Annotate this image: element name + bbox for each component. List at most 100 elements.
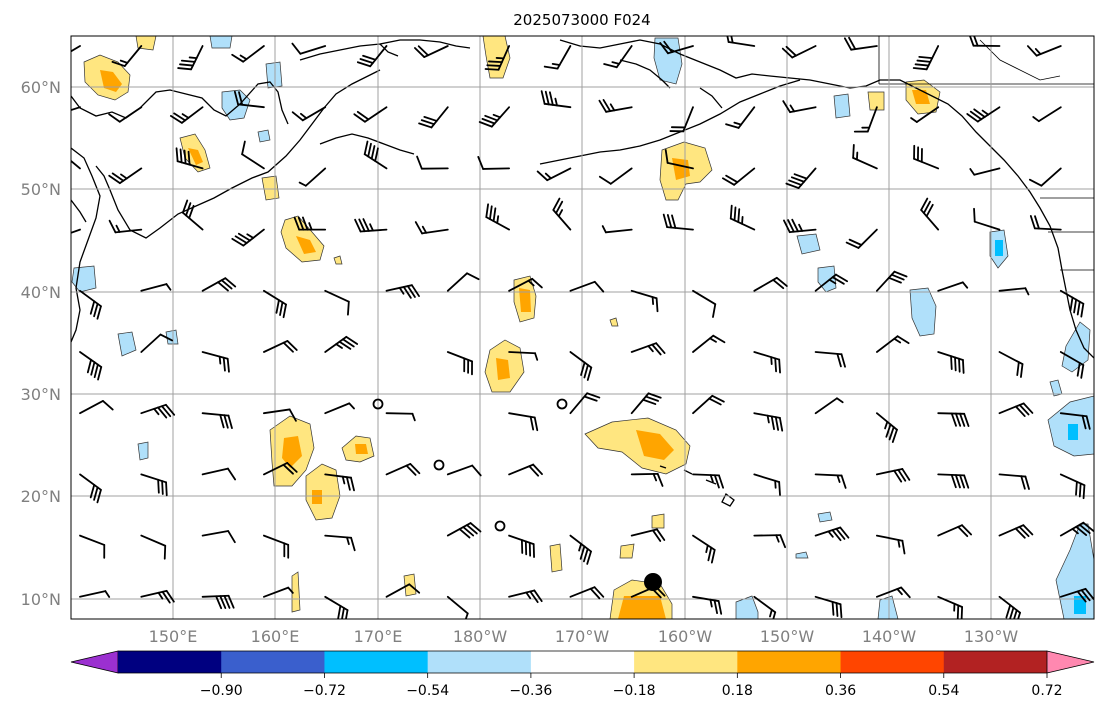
wind-barb bbox=[753, 534, 787, 549]
wind-barb bbox=[782, 100, 817, 114]
lon-label: 160°E bbox=[251, 627, 300, 646]
wind-barb bbox=[485, 203, 511, 231]
lon-label: 130°W bbox=[964, 627, 1019, 646]
wind-barb bbox=[324, 289, 350, 316]
lat-label: 60°N bbox=[21, 78, 61, 97]
wind-barb bbox=[508, 351, 539, 361]
wind-barb bbox=[1026, 45, 1062, 57]
wind-barb bbox=[729, 204, 756, 231]
wind-barb bbox=[446, 351, 473, 376]
wind-barb bbox=[569, 280, 605, 293]
wind-barb bbox=[262, 534, 290, 559]
colorbar-tick-label: 0.18 bbox=[722, 683, 753, 699]
wind-barb bbox=[484, 45, 511, 71]
lon-label: 150°E bbox=[149, 627, 198, 646]
wind-barb bbox=[140, 283, 172, 292]
wind-barb bbox=[973, 207, 1001, 231]
calm-circle bbox=[372, 398, 384, 410]
wind-barb bbox=[414, 221, 449, 235]
wind-barb bbox=[231, 228, 265, 247]
wind-barb bbox=[630, 342, 666, 356]
lon-label: 170°W bbox=[555, 627, 610, 646]
wind-barb bbox=[920, 197, 940, 231]
wind-barb bbox=[692, 473, 725, 489]
wind-barb bbox=[508, 463, 543, 477]
latitude-labels: 60°N 50°N 40°N 30°N 20°N 10°N bbox=[21, 78, 61, 609]
wind-barb bbox=[262, 462, 298, 476]
colorbar-segment bbox=[634, 651, 738, 673]
colorbar-tick-label: 0.36 bbox=[825, 683, 856, 699]
wind-barb bbox=[416, 155, 449, 170]
calm-wind-circles bbox=[372, 398, 568, 532]
wind-barb bbox=[262, 289, 287, 319]
wind-barb bbox=[692, 289, 717, 318]
wind-barb bbox=[814, 595, 843, 619]
wind-barb bbox=[291, 106, 327, 122]
wind-barb bbox=[998, 351, 1024, 378]
lon-label: 140°W bbox=[862, 627, 917, 646]
wind-barb bbox=[324, 402, 355, 415]
colorbar-segment bbox=[737, 651, 842, 673]
wind-barb bbox=[478, 106, 511, 128]
colorbar-segment bbox=[221, 651, 325, 673]
wind-barb bbox=[853, 106, 878, 133]
wind-barb bbox=[108, 167, 143, 185]
wind-barb bbox=[140, 589, 175, 604]
map-frame bbox=[70, 35, 1095, 620]
wind-barb bbox=[937, 281, 969, 292]
wind-barb bbox=[814, 273, 849, 292]
wind-barb bbox=[1059, 473, 1086, 500]
wind-barb bbox=[1059, 351, 1085, 379]
wind-barb bbox=[385, 463, 421, 476]
colorbar-segment bbox=[118, 651, 222, 673]
wind-barb bbox=[876, 534, 906, 555]
lat-label: 20°N bbox=[21, 487, 61, 506]
wind-barb bbox=[140, 333, 174, 353]
wind-barb bbox=[324, 473, 355, 492]
wind-barb bbox=[446, 464, 482, 477]
colorbar-extend-min bbox=[70, 650, 119, 674]
wind-barb bbox=[876, 335, 910, 353]
wind-barb bbox=[937, 524, 973, 538]
wind-barb bbox=[785, 167, 817, 189]
wind-barb bbox=[598, 99, 633, 113]
wind-barb bbox=[385, 284, 420, 299]
colorbar-tick-label: −0.72 bbox=[303, 683, 346, 699]
wind-barb bbox=[843, 36, 878, 51]
lon-label: 170°E bbox=[354, 627, 403, 646]
lat-label: 50°N bbox=[21, 180, 61, 199]
colorbar-segment bbox=[840, 651, 945, 673]
wind-barb bbox=[876, 412, 898, 443]
wind-barb bbox=[692, 394, 725, 415]
borders bbox=[878, 36, 1094, 271]
positive-anomaly-regions bbox=[83, 36, 941, 619]
wind-barb bbox=[356, 45, 388, 68]
colorbar-tick-label: 0.72 bbox=[1031, 683, 1062, 699]
wind-barb bbox=[177, 45, 204, 71]
lat-lon-grid bbox=[71, 36, 1094, 619]
wind-barb bbox=[937, 412, 970, 427]
wind-barb bbox=[140, 534, 167, 560]
wind-barb bbox=[353, 106, 388, 123]
wind-barb bbox=[385, 583, 421, 598]
wind-barb bbox=[201, 277, 237, 292]
wind-barb bbox=[669, 106, 694, 133]
wind-barb bbox=[569, 351, 593, 381]
map-plot bbox=[71, 36, 1094, 619]
wind-barb bbox=[231, 45, 265, 63]
colorbar-segment bbox=[530, 651, 635, 673]
wind-barb bbox=[692, 534, 716, 564]
wind-barb bbox=[540, 90, 572, 109]
wind-barb bbox=[262, 408, 297, 422]
wind-barb bbox=[418, 106, 449, 129]
colorbar-segment bbox=[943, 651, 1048, 673]
wind-barb bbox=[692, 595, 723, 615]
wind-barbs bbox=[71, 36, 1094, 619]
wind-barb bbox=[324, 335, 359, 353]
wind-barb bbox=[552, 197, 572, 231]
map-title: 2025073000 F024 bbox=[513, 11, 650, 29]
wind-barb bbox=[508, 589, 543, 604]
wind-barb bbox=[175, 147, 204, 170]
wind-barb bbox=[598, 167, 633, 185]
